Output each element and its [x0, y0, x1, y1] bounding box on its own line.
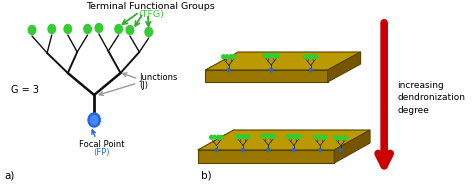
Ellipse shape: [228, 68, 230, 72]
Ellipse shape: [48, 25, 55, 34]
Ellipse shape: [213, 135, 216, 139]
Ellipse shape: [246, 135, 250, 139]
Ellipse shape: [215, 149, 218, 152]
Ellipse shape: [344, 136, 347, 140]
Text: Junctions: Junctions: [139, 73, 178, 82]
Ellipse shape: [320, 135, 324, 139]
Ellipse shape: [236, 135, 239, 139]
Ellipse shape: [287, 135, 290, 139]
Ellipse shape: [324, 135, 327, 139]
Ellipse shape: [264, 54, 267, 58]
Ellipse shape: [217, 135, 220, 139]
Ellipse shape: [239, 135, 243, 139]
Ellipse shape: [307, 55, 310, 59]
Ellipse shape: [210, 135, 213, 139]
Ellipse shape: [64, 25, 72, 34]
Text: a): a): [5, 171, 15, 181]
Ellipse shape: [91, 115, 98, 124]
Ellipse shape: [275, 54, 279, 58]
Ellipse shape: [242, 148, 244, 152]
Polygon shape: [205, 52, 361, 70]
Polygon shape: [205, 70, 328, 82]
Ellipse shape: [225, 55, 228, 59]
Ellipse shape: [313, 135, 317, 139]
Ellipse shape: [310, 68, 312, 72]
Ellipse shape: [95, 24, 103, 33]
Text: increasing
dendronization
degree: increasing dendronization degree: [397, 81, 465, 115]
Ellipse shape: [298, 135, 301, 139]
Ellipse shape: [232, 55, 236, 59]
Polygon shape: [328, 52, 361, 82]
Ellipse shape: [340, 149, 342, 152]
Ellipse shape: [337, 136, 341, 140]
Ellipse shape: [270, 68, 273, 72]
Ellipse shape: [267, 148, 270, 152]
Text: (J): (J): [139, 81, 148, 90]
Ellipse shape: [290, 135, 293, 139]
Text: (FP): (FP): [93, 148, 110, 157]
Ellipse shape: [243, 135, 246, 139]
Ellipse shape: [294, 135, 298, 139]
Ellipse shape: [115, 25, 122, 34]
Ellipse shape: [341, 136, 344, 140]
Ellipse shape: [28, 26, 36, 35]
Text: (TFG): (TFG): [138, 10, 164, 19]
Ellipse shape: [317, 135, 320, 139]
Text: G = 3: G = 3: [11, 85, 39, 95]
Ellipse shape: [229, 55, 232, 59]
Ellipse shape: [88, 113, 100, 127]
Text: Terminal Functional Groups: Terminal Functional Groups: [86, 2, 215, 11]
Ellipse shape: [272, 134, 276, 138]
Ellipse shape: [264, 134, 268, 138]
Text: Focal Point: Focal Point: [79, 140, 125, 149]
Ellipse shape: [126, 26, 134, 35]
Polygon shape: [198, 130, 370, 150]
Ellipse shape: [311, 55, 314, 59]
Ellipse shape: [334, 136, 337, 140]
Ellipse shape: [319, 149, 321, 152]
Ellipse shape: [272, 54, 275, 58]
Ellipse shape: [304, 55, 307, 59]
Ellipse shape: [292, 148, 295, 152]
Polygon shape: [198, 150, 334, 163]
Ellipse shape: [314, 55, 318, 59]
Ellipse shape: [269, 134, 272, 138]
Polygon shape: [334, 130, 370, 163]
Ellipse shape: [222, 55, 225, 59]
Ellipse shape: [220, 135, 223, 139]
Ellipse shape: [261, 134, 264, 138]
Ellipse shape: [267, 54, 271, 58]
Text: b): b): [201, 171, 211, 181]
Ellipse shape: [84, 25, 91, 34]
Ellipse shape: [145, 27, 153, 36]
